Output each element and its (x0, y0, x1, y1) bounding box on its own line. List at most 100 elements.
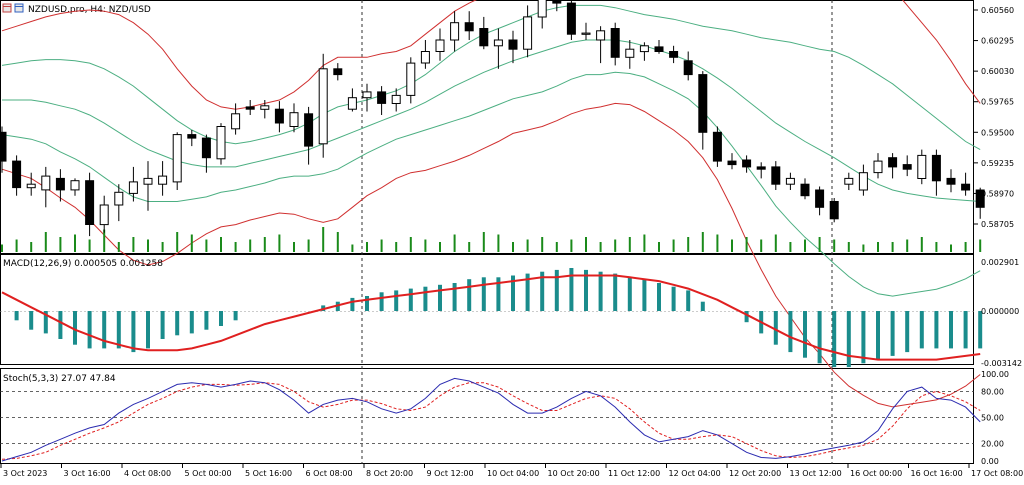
candle[interactable] (727, 153, 737, 170)
volume-bar (439, 242, 441, 252)
candle[interactable] (931, 149, 941, 196)
macd-bar (116, 311, 121, 349)
macd-bar (949, 311, 953, 349)
volume-bar (249, 239, 252, 252)
candle[interactable] (771, 161, 781, 190)
candle[interactable] (464, 11, 474, 40)
candle[interactable] (596, 26, 606, 64)
candle[interactable] (552, 0, 562, 12)
volume-bar (263, 237, 266, 252)
volume-bar (555, 242, 558, 252)
candle[interactable] (289, 103, 299, 133)
candle[interactable] (304, 106, 314, 165)
candle[interactable] (26, 172, 36, 196)
candle[interactable] (523, 5, 533, 58)
candle[interactable] (610, 22, 620, 66)
candle[interactable] (450, 11, 460, 52)
price-tick-label: 0.59235 (981, 159, 1014, 168)
stoch-tick-label: 50.00 (981, 414, 1004, 423)
volume-bar (424, 239, 427, 252)
candle[interactable] (683, 51, 693, 81)
candle[interactable] (858, 164, 868, 196)
candle[interactable] (756, 162, 766, 179)
candle[interactable] (785, 172, 795, 190)
stoch-axis: 100.00 80.00 50.00 20.00 0.00 (981, 370, 1009, 466)
volume-bar (804, 239, 806, 252)
candle[interactable] (435, 28, 445, 61)
candle[interactable] (537, 0, 547, 29)
volume-bar (161, 242, 164, 252)
candle[interactable] (654, 40, 664, 54)
volume-bar (176, 232, 179, 252)
candle[interactable] (260, 100, 270, 119)
volume-bar (541, 237, 544, 252)
volume-bar (351, 244, 354, 252)
candle[interactable] (742, 155, 752, 173)
candle[interactable] (844, 172, 854, 190)
price-tick-label: 0.60560 (981, 6, 1014, 15)
candle[interactable] (479, 16, 489, 50)
candle[interactable] (946, 169, 956, 193)
candle[interactable] (391, 88, 401, 112)
candle[interactable] (216, 123, 226, 165)
candle[interactable] (231, 103, 241, 135)
macd-bar (890, 311, 895, 356)
stoch-tick-label: 80.00 (981, 387, 1004, 396)
candle[interactable] (362, 83, 372, 112)
candle[interactable] (99, 195, 109, 233)
candle[interactable] (318, 53, 328, 158)
candlesticks[interactable] (0, 0, 985, 237)
time-tick-label: 10 Oct 20:00 (548, 469, 600, 478)
volume-bar (979, 239, 982, 252)
candle[interactable] (172, 132, 182, 190)
candle[interactable] (187, 130, 197, 147)
candle[interactable] (55, 169, 65, 202)
candle[interactable] (420, 40, 430, 69)
candle[interactable] (85, 172, 95, 237)
volume-bar (117, 242, 120, 252)
candle[interactable] (625, 40, 635, 69)
candle[interactable] (274, 101, 284, 133)
candle[interactable] (566, 0, 576, 40)
candle[interactable] (669, 45, 679, 64)
candle[interactable] (698, 71, 708, 150)
time-tick-label: 16 Oct 00:00 (850, 469, 902, 478)
macd-bar (627, 277, 632, 311)
candle[interactable] (902, 155, 912, 177)
macd-bar (204, 311, 209, 330)
candle[interactable] (639, 42, 649, 61)
candle[interactable] (800, 178, 810, 200)
candle[interactable] (873, 153, 883, 179)
candle[interactable] (829, 198, 839, 223)
candle[interactable] (143, 161, 153, 211)
candle[interactable] (406, 57, 416, 104)
candle[interactable] (347, 88, 357, 112)
candle[interactable] (245, 100, 255, 115)
candle[interactable] (712, 126, 722, 167)
candle[interactable] (0, 126, 7, 173)
candle[interactable] (377, 86, 387, 115)
volume-bar (205, 239, 208, 252)
candle[interactable] (114, 184, 124, 222)
candle[interactable] (961, 172, 971, 196)
macd-bar (978, 311, 983, 349)
candle[interactable] (70, 178, 80, 196)
candle[interactable] (201, 134, 211, 173)
candle[interactable] (581, 22, 591, 40)
candle[interactable] (333, 63, 343, 81)
macd-bar (876, 311, 880, 360)
candle[interactable] (41, 166, 51, 208)
candle[interactable] (493, 28, 503, 69)
candle[interactable] (917, 149, 927, 185)
price-tick-label: 0.58705 (981, 220, 1014, 229)
candle[interactable] (815, 186, 825, 216)
candle[interactable] (975, 187, 985, 219)
candle[interactable] (508, 30, 518, 64)
candle[interactable] (158, 161, 168, 196)
candle[interactable] (12, 155, 22, 196)
candle[interactable] (888, 153, 898, 179)
chart-window-icon (2, 3, 24, 13)
period-separators (361, 0, 833, 464)
candle[interactable] (128, 166, 138, 202)
